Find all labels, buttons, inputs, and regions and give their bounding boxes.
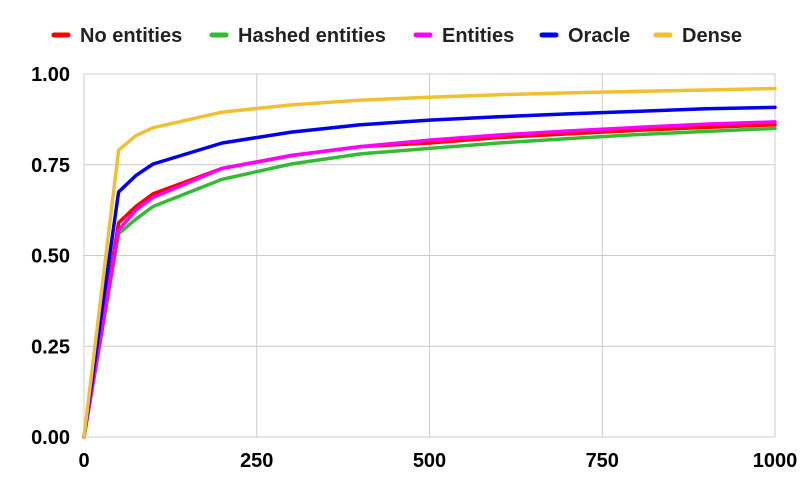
- series-group: [82, 86, 777, 439]
- legend-label: Dense: [682, 25, 742, 47]
- y-tick-label: 0.00: [31, 427, 70, 449]
- x-tick-label: 750: [586, 450, 619, 472]
- y-tick-label: 0.25: [31, 336, 70, 358]
- legend-label: Oracle: [568, 25, 630, 47]
- legend-label: Hashed entities: [238, 25, 386, 47]
- x-tick-label: 1000: [753, 450, 798, 472]
- legend: No entities Hashed entities Entities Oracle…: [51, 25, 742, 47]
- y-tick-label: 0.75: [31, 155, 70, 177]
- grid: [83, 73, 776, 438]
- legend-label: Entities: [442, 25, 514, 47]
- series-line-oracle: [82, 105, 777, 439]
- axes: 0.00 0.25 0.50 0.75 1.00 0 250 500 750 1000: [31, 64, 797, 472]
- y-tick-label: 0.50: [31, 246, 70, 268]
- x-tick-label: 250: [240, 450, 273, 472]
- legend-item: Oracle: [539, 25, 630, 47]
- series-line-entities: [82, 120, 777, 439]
- legend-item: No entities: [51, 25, 182, 47]
- legend-item: Entities: [413, 25, 514, 47]
- x-tick-label: 0: [78, 450, 89, 472]
- x-tick-label: 500: [413, 450, 446, 472]
- series-line-dense: [82, 86, 777, 439]
- legend-item: Hashed entities: [209, 25, 386, 47]
- legend-label: No entities: [80, 25, 182, 47]
- y-tick-label: 1.00: [31, 64, 70, 86]
- legend-item: Dense: [653, 25, 742, 47]
- series-line-hashed-entities: [82, 126, 777, 439]
